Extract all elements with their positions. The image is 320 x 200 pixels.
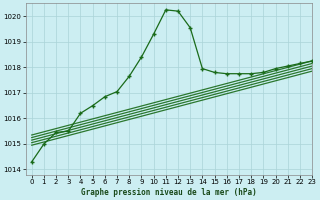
X-axis label: Graphe pression niveau de la mer (hPa): Graphe pression niveau de la mer (hPa) [81, 188, 257, 197]
